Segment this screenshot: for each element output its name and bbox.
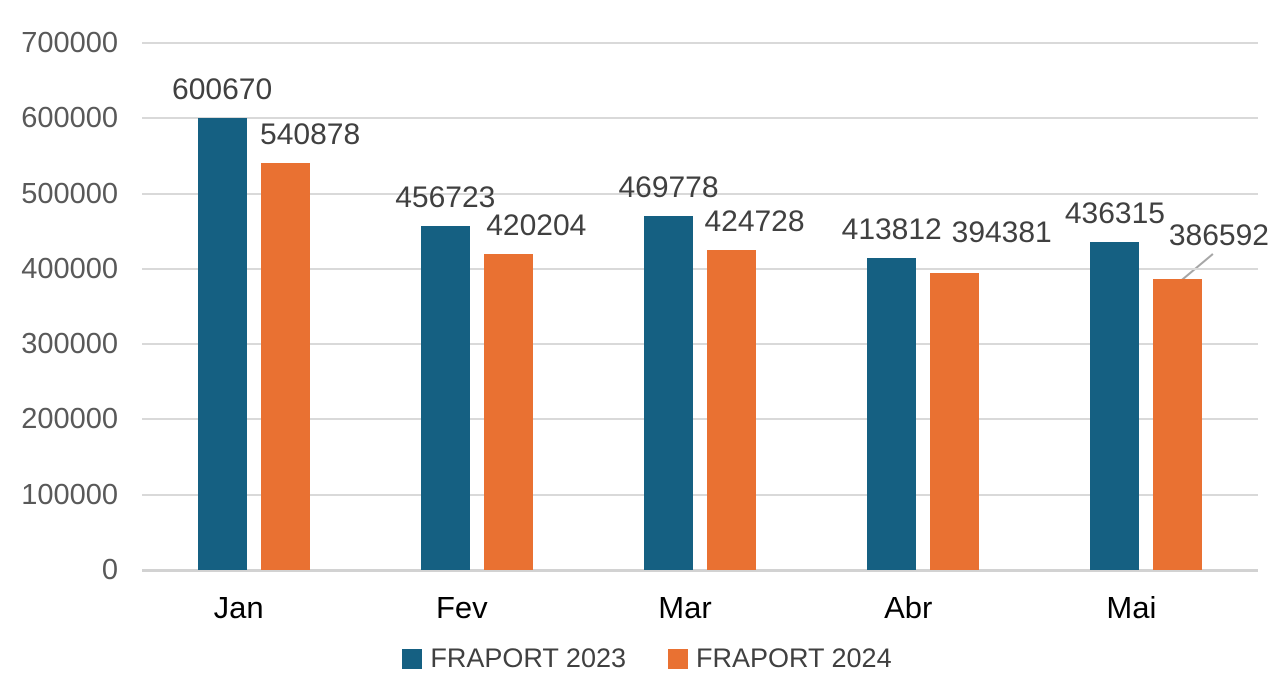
bar-fraport-2023-jan — [197, 117, 247, 570]
data-label-fraport-2023-mar: 469778 — [618, 171, 719, 205]
bar-fraport-2024-fev — [483, 253, 533, 570]
legend-item-fraport-2024: FRAPORT 2024 — [668, 643, 892, 674]
legend-label-fraport-2024: FRAPORT 2024 — [696, 643, 892, 673]
y-tick-label: 0 — [101, 554, 118, 586]
y-tick-label: 300000 — [21, 328, 118, 361]
data-label-fraport-2023-mai: 436315 — [1064, 196, 1165, 230]
y-tick-label: 400000 — [21, 252, 118, 285]
bar-fraport-2023-mar — [644, 216, 693, 570]
y-tick-label: 100000 — [21, 478, 118, 511]
y-tick-label: 600000 — [21, 102, 118, 135]
bar-fraport-2024-mar — [707, 250, 756, 570]
data-label-fraport-2023-jan: 600670 — [172, 72, 273, 106]
gridline — [142, 493, 1258, 496]
y-tick-label: 500000 — [21, 177, 118, 210]
y-tick-label: 200000 — [21, 403, 118, 436]
x-tick-label-abr: Abr — [884, 590, 933, 625]
y-tick-label: 700000 — [21, 27, 118, 59]
gridline — [142, 42, 1258, 44]
data-label-fraport-2024-jan: 540878 — [260, 117, 361, 151]
bar-fraport-2023-abr — [867, 258, 917, 570]
data-label-fraport-2024-fev: 420204 — [486, 208, 587, 242]
legend-label-fraport-2023: FRAPORT 2023 — [430, 643, 626, 673]
legend-swatch-fraport-2023 — [402, 648, 423, 669]
data-label-fraport-2024-mai: 386592 — [1168, 218, 1269, 252]
data-label-fraport-2023-abr: 413812 — [841, 213, 942, 247]
gridline — [142, 267, 1258, 270]
x-tick-label-jan: Jan — [213, 590, 264, 625]
data-label-fraport-2023-fev: 456723 — [395, 181, 496, 215]
bar-fraport-2023-mai — [1090, 241, 1140, 570]
chart-legend: FRAPORT 2023 FRAPORT 2024 — [0, 643, 1280, 674]
data-label-fraport-2024-abr: 394381 — [951, 216, 1052, 250]
data-label-fraport-2024-mar: 424728 — [704, 205, 805, 239]
bar-fraport-2024-abr — [930, 273, 980, 570]
x-tick-label-mar: Mar — [658, 590, 712, 625]
x-axis-line — [142, 569, 1258, 572]
bar-fraport-2023-fev — [420, 226, 470, 570]
x-tick-label-fev: Fev — [435, 590, 488, 625]
bar-fraport-2024-jan — [260, 162, 310, 570]
gridline — [142, 418, 1258, 421]
legend-item-fraport-2023: FRAPORT 2023 — [402, 643, 626, 674]
gridline — [142, 192, 1258, 195]
gridline — [142, 117, 1258, 120]
gridline — [142, 343, 1258, 346]
x-tick-label-mai: Mai — [1106, 590, 1157, 625]
bar-fraport-2024-mai — [1153, 278, 1203, 570]
legend-swatch-fraport-2024 — [668, 648, 688, 669]
